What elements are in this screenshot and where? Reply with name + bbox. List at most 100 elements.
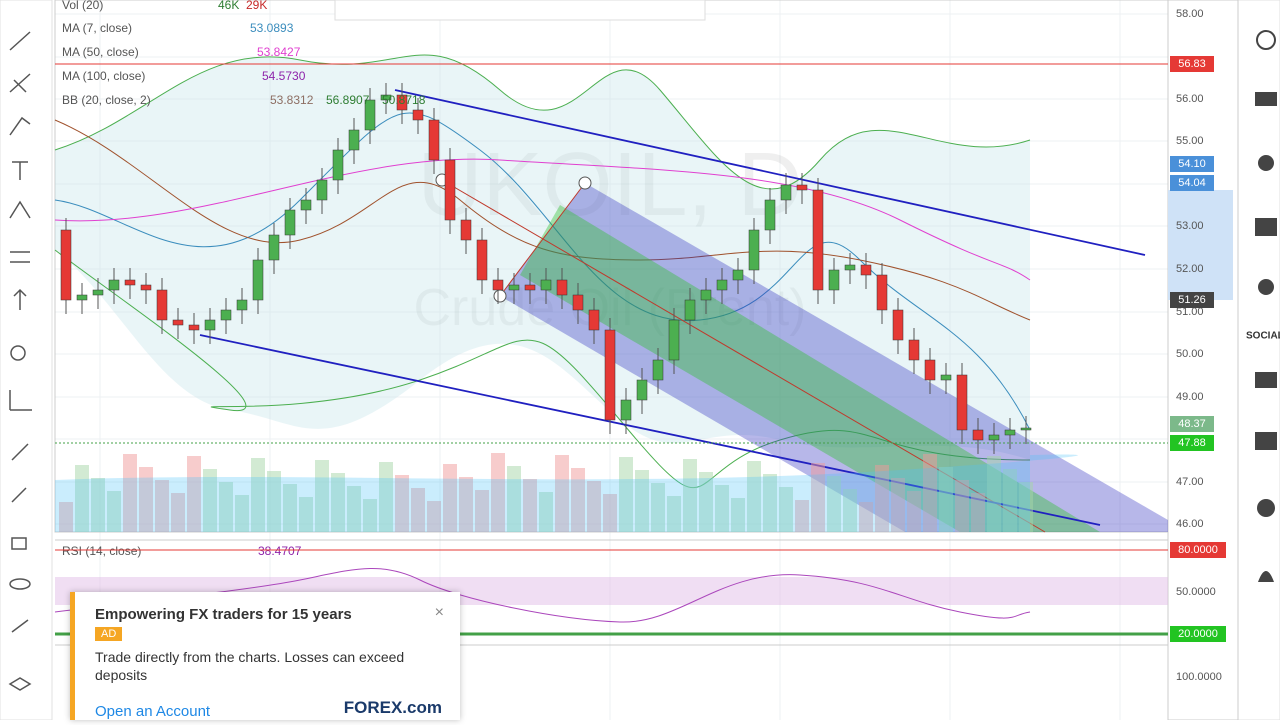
price-badge-label: 47.88	[1178, 437, 1206, 449]
candle-body	[860, 264, 872, 276]
candle-body	[700, 289, 712, 301]
volume	[55, 453, 1078, 532]
price-badge	[1170, 416, 1214, 432]
volume-bar	[315, 460, 329, 532]
price-label: 50.00	[1176, 348, 1204, 360]
tool-icons	[8, 31, 32, 691]
candle-body	[444, 159, 456, 221]
price-label: 47.00	[1176, 476, 1204, 488]
candle-body	[636, 379, 648, 401]
price-label: 51.00	[1176, 306, 1204, 318]
volume-bar	[395, 475, 409, 532]
volume-bar	[155, 480, 169, 532]
left-toolbar	[0, 0, 53, 721]
candle-body	[364, 99, 376, 131]
ad-popup: Empowering FX traders for 15 years AD Tr…	[70, 592, 460, 720]
volume-bar	[875, 465, 889, 532]
volume-bar	[123, 454, 137, 532]
ad-brand: FOREX.com	[343, 698, 442, 717]
volume-bar	[203, 469, 217, 532]
volume-bar	[139, 467, 153, 532]
volume-bar	[235, 495, 249, 532]
candle-body	[668, 319, 680, 361]
rsi-label: 50.0000	[1176, 586, 1216, 598]
price-label: 49.00	[1176, 391, 1204, 403]
pitchfork-blue	[500, 183, 1168, 532]
bb-v3: 50.8718	[382, 93, 426, 107]
bb-v1: 53.8312	[270, 93, 314, 107]
volume-bar	[59, 502, 73, 532]
candle-body	[556, 279, 568, 296]
volume-bar	[779, 487, 793, 532]
volume-bar	[955, 480, 969, 532]
social-label: SOCIAL	[1246, 331, 1280, 342]
candle-body	[780, 184, 792, 201]
volume-bar	[795, 500, 809, 532]
axis-labels: 58.00 56.00 55.00 53.00 52.00 51.00 50.00 49.00…	[1170, 8, 1226, 683]
candle-body	[764, 199, 776, 231]
price-badge-label: 48.37	[1178, 418, 1206, 430]
volume-bar	[443, 464, 457, 532]
ma100-value: 54.5730	[262, 69, 306, 83]
bb-lower	[54, 249, 1031, 489]
price-label: 58.00	[1176, 8, 1204, 20]
price-badge	[1170, 175, 1214, 191]
candle-body	[220, 309, 232, 321]
ma50-value: 53.8427	[257, 45, 301, 59]
vol-label: Vol (20)	[62, 0, 103, 12]
candle-body	[684, 299, 696, 321]
ad-close[interactable]: ×	[434, 604, 444, 621]
volume-bar	[507, 466, 521, 532]
candle-body	[316, 179, 328, 201]
volume-bar	[747, 461, 761, 532]
candle-body	[524, 284, 536, 291]
volume-bar	[667, 496, 681, 532]
candle-body	[124, 279, 136, 286]
candles	[60, 83, 1032, 454]
volume-ma	[55, 454, 1078, 532]
ma50-label: MA (50, close)	[62, 45, 139, 59]
candle-body	[844, 264, 856, 271]
candle-body	[348, 129, 360, 151]
volume-bar	[491, 453, 505, 532]
ad-body: Trade directly from the charts. Losses c…	[95, 649, 405, 683]
volume-bar	[475, 490, 489, 532]
rsi-value: 38.4707	[258, 544, 302, 558]
volume-bar	[587, 481, 601, 532]
candle-body	[748, 229, 760, 271]
candle-body	[428, 119, 440, 161]
candle-body	[892, 309, 904, 341]
volume-bar	[811, 463, 825, 532]
rsi-badge	[1170, 626, 1226, 642]
axis-range	[1168, 190, 1233, 300]
candle-body	[972, 429, 984, 441]
price-badge-label: 54.10	[1178, 158, 1206, 170]
candle-body	[908, 339, 920, 361]
vol-v1: 46K	[218, 0, 239, 12]
ad-link[interactable]: Open an Account	[95, 703, 211, 720]
price-label: 52.00	[1176, 263, 1204, 275]
volume-bar	[299, 497, 313, 532]
volume-bar	[539, 492, 553, 532]
candle-body	[812, 189, 824, 291]
volume-bar	[283, 484, 297, 532]
volume-bar	[939, 467, 953, 532]
candle-body	[268, 234, 280, 261]
candle-body	[732, 269, 744, 281]
volume-bar	[427, 501, 441, 532]
ma7-value: 53.0893	[250, 21, 294, 35]
volume-bar	[459, 477, 473, 532]
ma50-line	[54, 119, 1031, 321]
price-label: 56.00	[1176, 93, 1204, 105]
candle-body	[924, 359, 936, 381]
volume-bar	[891, 478, 905, 532]
rsi-badge-label: 20.0000	[1178, 628, 1218, 640]
candle-body	[508, 284, 520, 291]
price-badge	[1170, 56, 1214, 72]
candle-body	[460, 219, 472, 241]
candle-body	[1020, 427, 1032, 431]
candle-body	[380, 94, 392, 101]
candle-body	[492, 279, 504, 291]
price-badge-label: 56.83	[1178, 58, 1206, 70]
